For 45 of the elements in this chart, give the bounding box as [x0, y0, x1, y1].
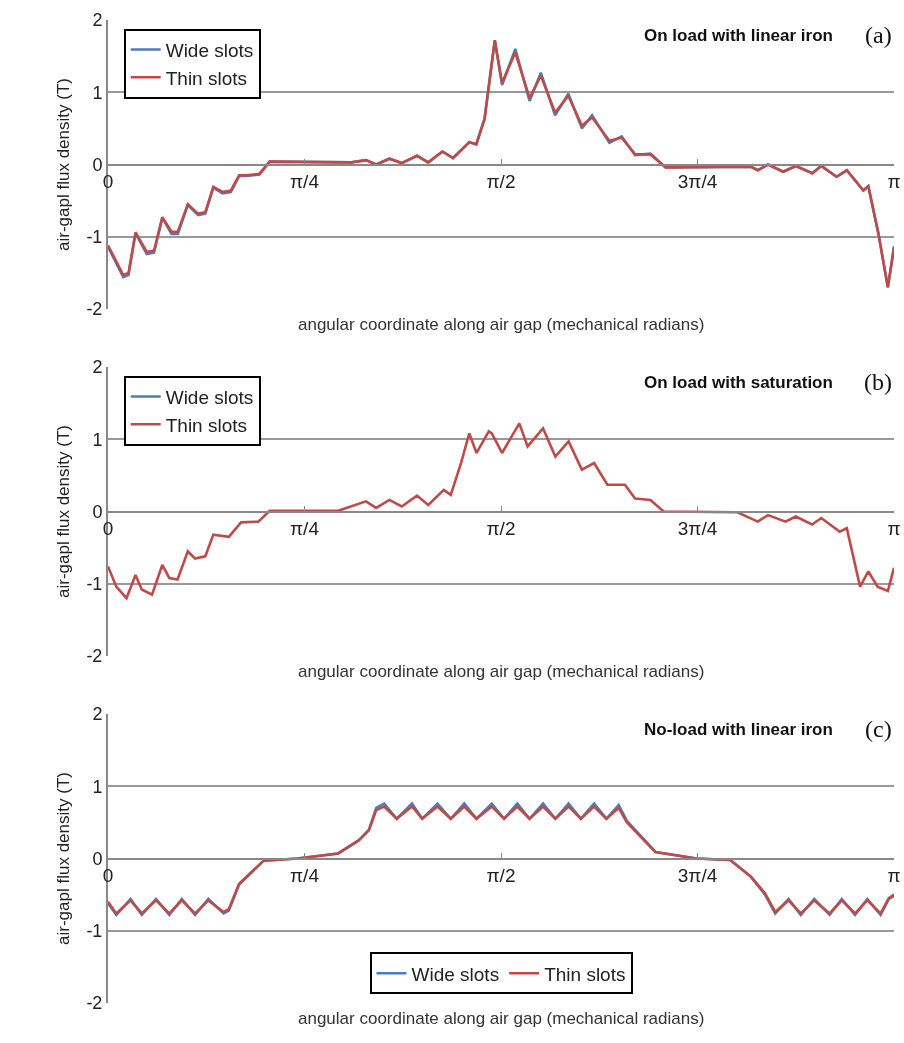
y-tick-label: 2 [92, 357, 103, 378]
chart-title: On load with saturation [644, 373, 833, 392]
y-tick-label: -2 [86, 299, 103, 320]
y-tick-label: -1 [86, 574, 103, 595]
y-tick-label: -1 [86, 921, 103, 942]
x-tick-label: 3π/4 [677, 865, 718, 887]
legend-label: Thin slots [544, 963, 626, 985]
legend-label: Wide slots [165, 39, 254, 61]
y-tick-label: 0 [92, 154, 103, 175]
annotation: (a) [865, 22, 892, 48]
legend-label: Wide slots [411, 963, 500, 985]
y-tick-label: 0 [92, 501, 103, 522]
legend-label: Thin slots [165, 67, 248, 89]
y-axis-title: air-gapl flux density (T) [54, 772, 74, 945]
x-tick-label: π/4 [290, 171, 320, 193]
y-tick-label: 1 [92, 82, 103, 103]
legend-label: Wide slots [165, 386, 254, 408]
y-tick-label: 2 [92, 704, 103, 725]
y-axis-title: air-gapl flux density (T) [54, 78, 74, 251]
y-tick-label: 2 [92, 10, 103, 31]
y-axis-title: air-gapl flux density (T) [54, 425, 74, 598]
annotation: (c) [865, 716, 892, 742]
x-tick-label: π/4 [290, 865, 320, 887]
x-tick-label: π/2 [486, 518, 516, 540]
annotation: (b) [864, 369, 892, 395]
y-tick-label: 1 [92, 776, 103, 797]
chart-title: No-load with linear iron [644, 720, 833, 739]
chart-title: On load with linear iron [644, 26, 833, 45]
x-axis-title: angular coordinate along air gap (mechanical radians) [298, 1009, 705, 1028]
x-tick-label: π [887, 865, 901, 887]
x-tick-label: π [887, 171, 901, 193]
x-tick-label: π/2 [486, 171, 516, 193]
y-tick-label: -2 [86, 993, 103, 1014]
legend-label: Thin slots [165, 414, 248, 436]
y-tick-label: -1 [86, 227, 103, 248]
x-tick-label: π/4 [290, 518, 320, 540]
y-tick-label: 1 [92, 429, 103, 450]
x-tick-label: π [887, 518, 901, 540]
x-tick-label: 3π/4 [677, 171, 718, 193]
x-axis-title: angular coordinate along air gap (mechanical radians) [298, 662, 705, 681]
x-axis-title: angular coordinate along air gap (mechanical radians) [298, 315, 705, 334]
x-tick-label: 3π/4 [677, 518, 718, 540]
y-tick-label: 0 [92, 848, 103, 869]
x-tick-label: π/2 [486, 865, 516, 887]
y-tick-label: -2 [86, 646, 103, 667]
